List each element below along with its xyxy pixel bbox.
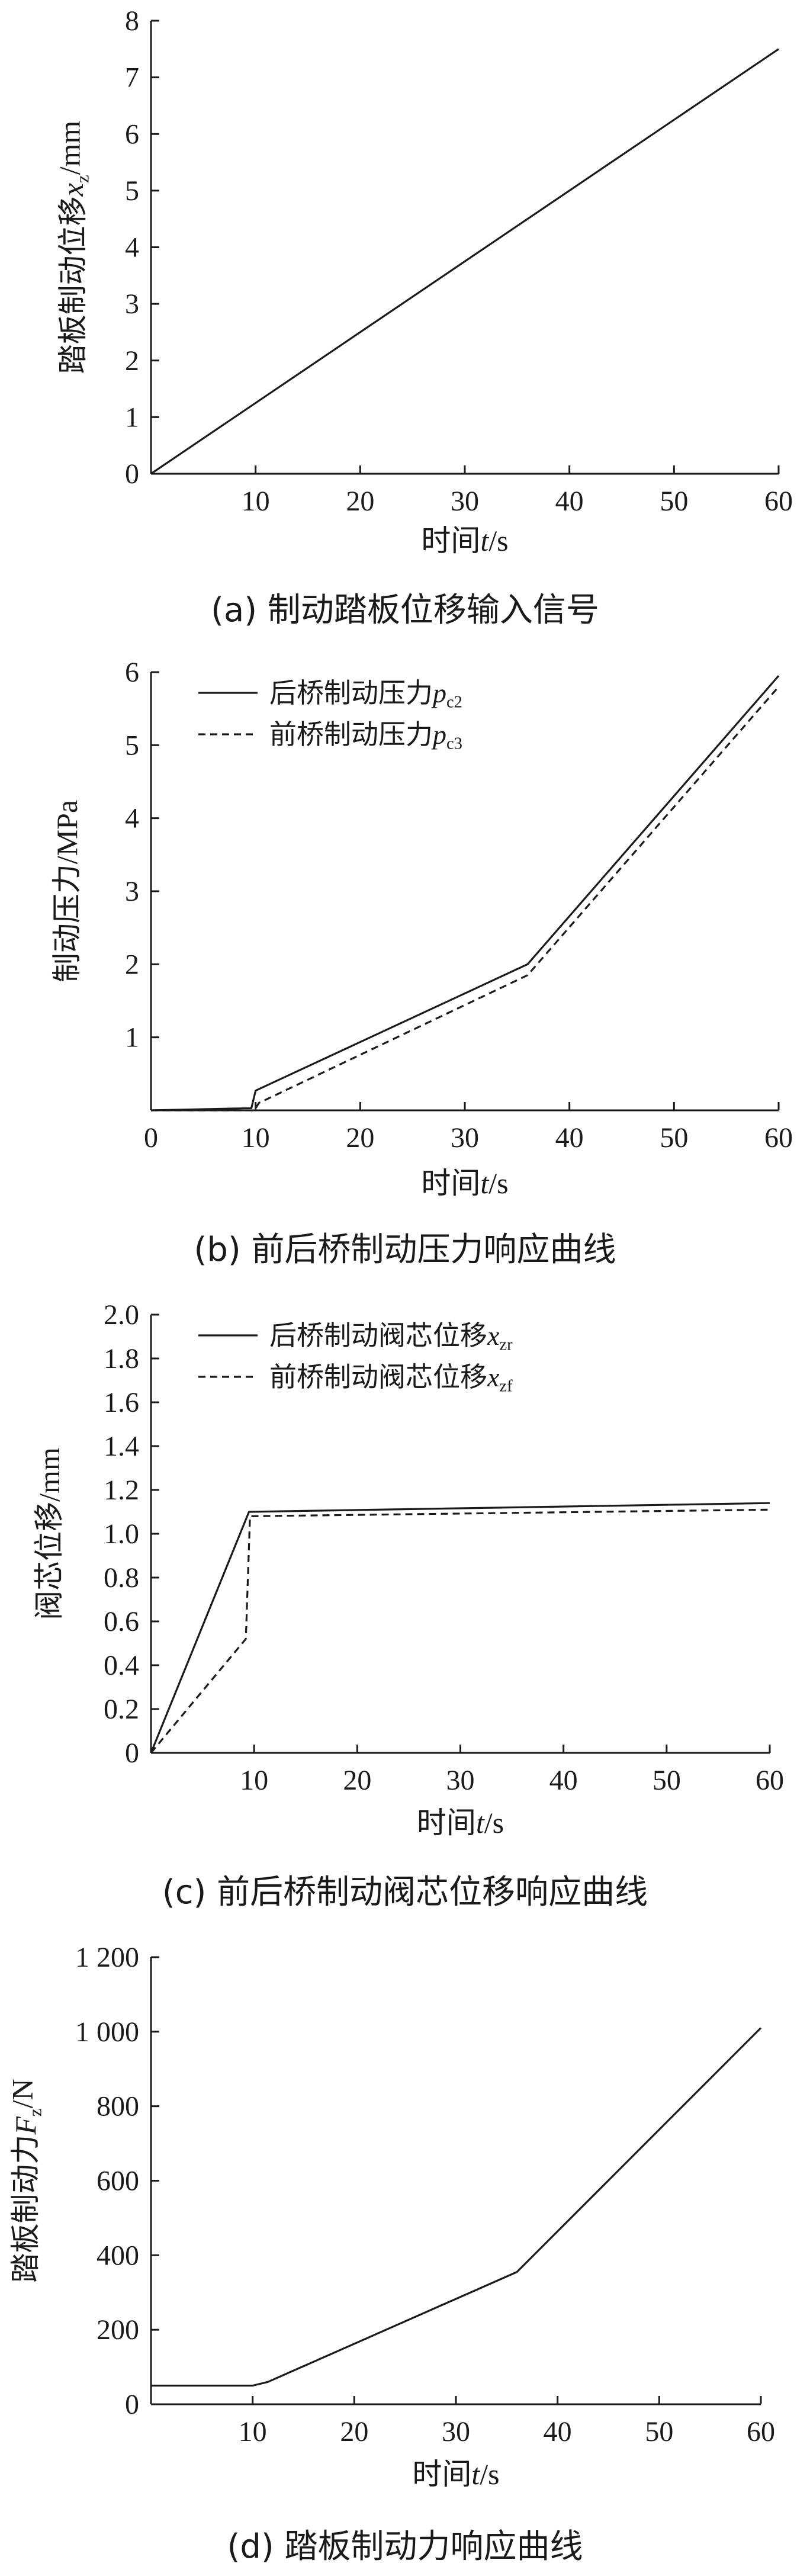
x-tick-label: 40 (549, 1765, 578, 1796)
y-tick-label: 0.8 (104, 1562, 139, 1594)
y-tick-label: 8 (125, 5, 139, 37)
y-tick-label: 6 (125, 657, 139, 688)
x-tick-label: 60 (764, 486, 793, 517)
y-tick-label: 0.2 (104, 1694, 139, 1725)
x-axis-title: 时间t/s (421, 523, 508, 558)
x-tick-label: 30 (451, 486, 479, 517)
y-axis-title: 阀芯位移/mm (32, 1447, 66, 1620)
x-tick-label: 40 (544, 2416, 572, 2447)
series-line-dashed (151, 686, 780, 1112)
series-line-solid (150, 675, 780, 1112)
y-tick-label: 1.6 (104, 1387, 139, 1418)
y-axis-title: 踏板制动位移xz/mm (53, 121, 92, 374)
x-tick-label: 50 (660, 486, 688, 517)
y-tick-label: 3 (125, 876, 139, 907)
chart-c-caption: (c) 前后桥制动阀芯位移响应曲线 (162, 1873, 648, 1912)
x-tick-label: 60 (764, 1122, 793, 1154)
y-tick-label: 1.8 (104, 1343, 139, 1374)
x-tick-label: 10 (239, 2416, 267, 2447)
series-line-dashed (150, 1508, 770, 1754)
y-tick-label: 5 (125, 730, 139, 761)
x-axis-title: 时间t/s (417, 1806, 504, 1840)
y-axis-title: 踏板制动力Fz/N (5, 2079, 45, 2282)
series-line-solid (151, 2027, 762, 2387)
x-tick-label: 20 (346, 1122, 374, 1154)
chart-a-plot: 0 1 2 3 4 5 6 7 8 10 20 30 40 50 60 时间t/s 踏板制动位移xz/mm (53, 5, 793, 558)
series-line-solid (150, 48, 779, 475)
x-tick-label: 30 (446, 1765, 475, 1796)
x-tick-label: 50 (652, 1765, 681, 1796)
x-tick-label: 50 (660, 1122, 688, 1154)
y-tick-label: 6 (125, 118, 139, 150)
legend-label: 前桥制动压力pc3 (269, 718, 462, 753)
x-tick-label: 30 (442, 2416, 470, 2447)
x-tick-label: 40 (555, 1122, 584, 1154)
x-tick-label: 20 (340, 2416, 368, 2447)
chart-panel-b: 1 2 3 4 5 6 10 20 30 40 50 60 0 时间t/s 制动压力/MPa 后桥制动压力pc… (0, 645, 810, 1288)
y-tick-label: 1 (125, 1022, 139, 1053)
legend-label: 后桥制动压力pc2 (269, 677, 462, 712)
chart-panel-a: 0 1 2 3 4 5 6 7 8 10 20 30 40 50 60 时间t/s 踏板制动位移xz/mm (a… (0, 0, 810, 645)
y-tick-label: 2.0 (104, 1299, 139, 1331)
x-tick-label: 60 (756, 1765, 784, 1796)
y-tick-label: 7 (125, 62, 139, 94)
x-tick-label: 10 (242, 1122, 270, 1154)
x-origin-label: 0 (144, 1122, 158, 1154)
chart-b-plot: 1 2 3 4 5 6 10 20 30 40 50 60 0 时间t/s 制动压力/MPa 后桥制动压力pc… (50, 657, 793, 1200)
y-tick-label: 0.6 (104, 1606, 139, 1637)
chart-a-caption: (a) 制动踏板位移输入信号 (211, 591, 599, 629)
x-tick-label: 10 (242, 486, 270, 517)
x-tick-label: 60 (747, 2416, 775, 2447)
y-tick-label: 1.2 (104, 1475, 139, 1506)
legend-label: 前桥制动阀芯位移xzf (269, 1361, 513, 1396)
y-tick-label: 0 (125, 458, 139, 490)
chart-c-plot: 0 0.2 0.4 0.6 0.8 1.0 1.2 1.4 1.6 1.8 2.0 10 20 30 40 5… (32, 1299, 784, 1840)
chart-d-caption: (d) 踏板制动力响应曲线 (227, 2527, 583, 2566)
chart-panel-d: 0 200 400 600 800 1 000 1 200 10 20 30 40 50 60 时间t/s… (0, 1931, 810, 2576)
y-tick-label: 1 200 (75, 1942, 139, 1973)
x-tick-label: 20 (343, 1765, 371, 1796)
x-tick-label: 40 (555, 486, 584, 517)
y-tick-label: 3 (125, 288, 139, 320)
y-tick-label: 600 (97, 2166, 139, 2197)
x-tick-label: 10 (240, 1765, 268, 1796)
y-tick-label: 200 (97, 2314, 139, 2346)
legend-label: 后桥制动阀芯位移xzr (269, 1319, 513, 1354)
y-tick-label: 1.0 (104, 1518, 139, 1550)
x-axis-title: 时间t/s (412, 2457, 499, 2491)
chart-d-plot: 0 200 400 600 800 1 000 1 200 10 20 30 40 50 60 时间t/s… (5, 1942, 775, 2491)
y-tick-label: 1 (125, 402, 139, 433)
y-tick-label: 4 (125, 232, 139, 264)
x-tick-label: 30 (451, 1122, 479, 1154)
y-tick-label: 0 (125, 2389, 139, 2420)
x-axis-title: 时间t/s (421, 1166, 508, 1200)
y-tick-label: 800 (97, 2091, 139, 2122)
y-tick-label: 0.4 (104, 1650, 139, 1681)
y-tick-label: 400 (97, 2240, 139, 2271)
x-tick-label: 20 (346, 486, 374, 517)
y-tick-label: 5 (125, 175, 139, 207)
series-line-solid (150, 1502, 770, 1753)
chart-b-caption: (b) 前后桥制动压力响应曲线 (194, 1231, 616, 1269)
y-axis-title: 制动压力/MPa (50, 800, 84, 982)
chart-panel-c: 0 0.2 0.4 0.6 0.8 1.0 1.2 1.4 1.6 1.8 2.0 10 20 30 40 5… (0, 1288, 810, 1931)
y-tick-label: 0 (125, 1737, 139, 1769)
y-tick-label: 1 000 (75, 2016, 139, 2048)
y-tick-label: 1.4 (104, 1431, 139, 1462)
y-tick-label: 4 (125, 803, 139, 834)
x-tick-label: 50 (645, 2416, 673, 2447)
y-tick-label: 2 (125, 949, 139, 980)
y-tick-label: 2 (125, 345, 139, 377)
